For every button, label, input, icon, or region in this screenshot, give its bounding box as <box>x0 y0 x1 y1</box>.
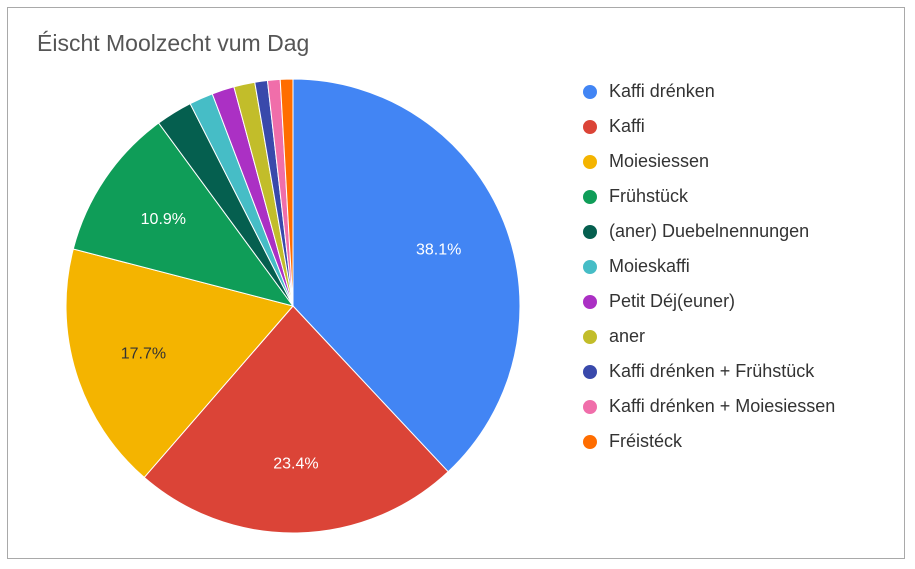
legend-label: aner <box>609 326 646 346</box>
legend-swatch <box>583 399 597 414</box>
legend-item[interactable]: Kaffi <box>583 109 835 144</box>
legend-label: Kaffi <box>609 116 645 136</box>
legend-label: Kaffi drénken <box>609 81 715 101</box>
legend-label: Fréistéck <box>609 431 683 451</box>
legend-swatch <box>583 329 597 344</box>
legend-swatch <box>583 154 597 169</box>
legend: Kaffi drénken Kaffi Moiesiessen Frühstück (a… <box>583 74 835 459</box>
slice-data-label: 38.1% <box>416 241 461 258</box>
legend-swatch <box>583 259 597 274</box>
legend-label: Moiesiessen <box>609 151 710 171</box>
slice-data-label: 23.4% <box>273 456 318 473</box>
legend-swatch <box>583 224 597 239</box>
legend-swatch <box>583 434 597 449</box>
slice-data-label: 10.9% <box>141 211 186 228</box>
legend-label: (aner) Duebelnennungen <box>609 221 810 241</box>
legend-item[interactable]: Frühstück <box>583 179 835 214</box>
pie-slice[interactable] <box>279 78 294 307</box>
pie-slice[interactable] <box>72 122 295 307</box>
legend-item[interactable]: Moiesiessen <box>583 144 835 179</box>
legend-item[interactable]: Kaffi drénken <box>583 74 835 109</box>
legend-item[interactable]: Kaffi drénken + Moiesiessen <box>583 389 835 424</box>
legend-label: Moieskaffi <box>609 256 690 276</box>
legend-item[interactable]: (aner) Duebelnennungen <box>583 214 835 249</box>
legend-swatch <box>583 119 597 134</box>
pie-slice[interactable] <box>65 248 294 479</box>
legend-item[interactable]: Petit Déj(euner) <box>583 284 835 319</box>
legend-label: Kaffi drénken + Frühstück <box>609 361 815 381</box>
pie-slice[interactable] <box>292 78 521 473</box>
legend-label: Frühstück <box>609 186 689 206</box>
legend-swatch <box>583 189 597 204</box>
legend-label: Kaffi drénken + Moiesiessen <box>609 396 836 416</box>
legend-item[interactable]: Fréistéck <box>583 424 835 459</box>
pie-slice[interactable] <box>143 305 449 534</box>
legend-swatch <box>583 294 597 309</box>
legend-item[interactable]: Kaffi drénken + Frühstück <box>583 354 835 389</box>
legend-item[interactable]: aner <box>583 319 835 354</box>
legend-swatch <box>583 364 597 379</box>
legend-swatch <box>583 84 597 99</box>
slice-data-label: 17.7% <box>121 345 166 362</box>
chart-title: Éischt Moolzecht vum Dag <box>37 30 310 56</box>
legend-label: Petit Déj(euner) <box>609 291 736 311</box>
legend-item[interactable]: Moieskaffi <box>583 249 835 284</box>
